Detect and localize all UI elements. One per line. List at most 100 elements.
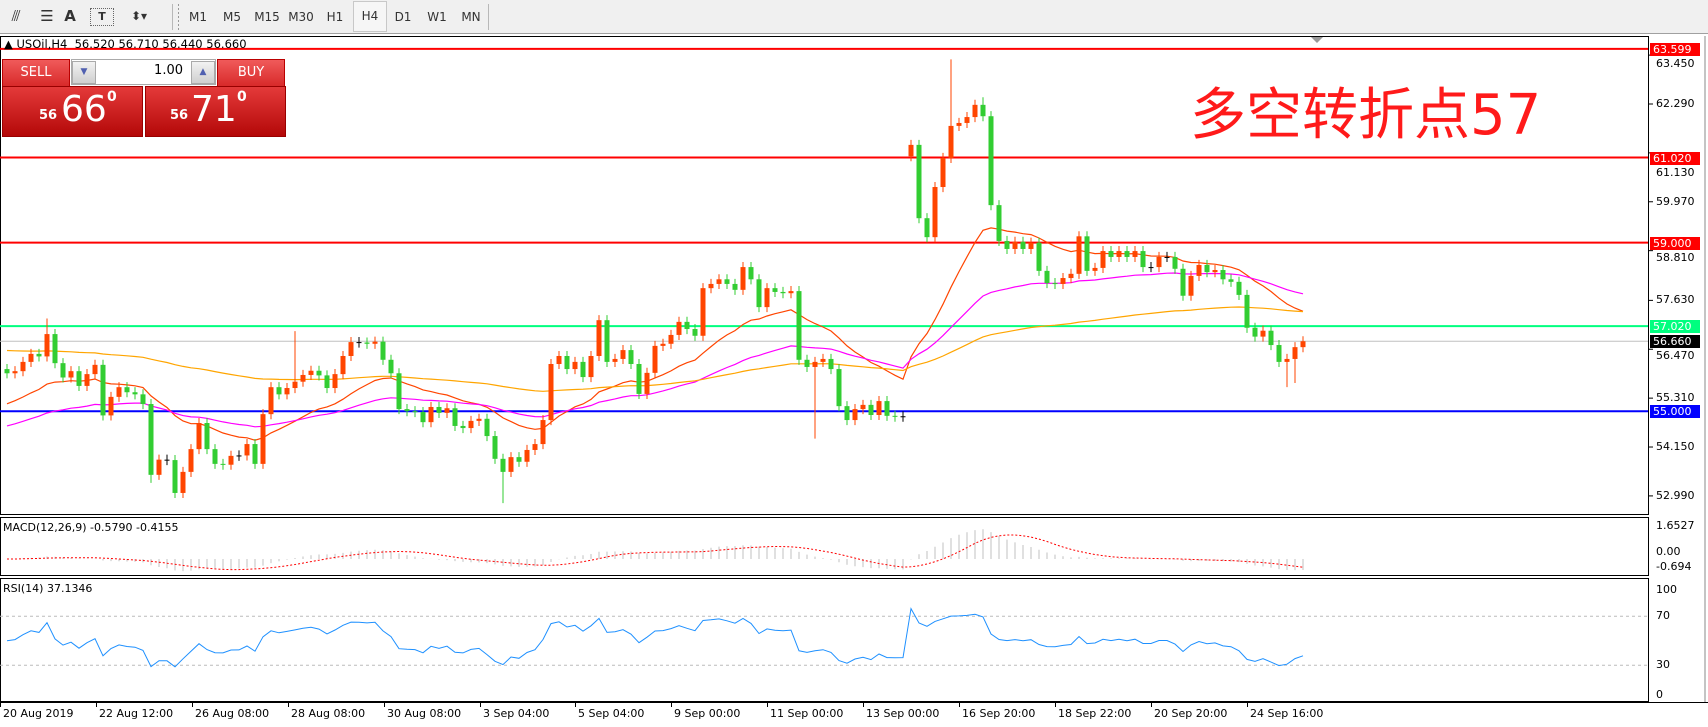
price-axis-label: 56.470 [1656,349,1695,363]
candle [820,353,826,367]
candle [20,356,26,377]
candle-body [452,408,458,426]
rsi-line [6,607,1304,668]
candle-body [292,381,298,389]
candle-body [108,396,114,416]
buy-price-prefix: 56 [170,108,189,123]
candle-body [708,283,714,289]
candle [732,278,738,295]
ma-mid-line [6,272,1304,428]
candle-body [1108,251,1114,257]
candle [940,152,946,193]
candle [84,369,90,391]
sell-button[interactable]: SELL [2,59,70,87]
candle-body [588,355,594,378]
sell-price-box[interactable]: 56 66 0 [2,86,143,137]
candle-body [1148,267,1154,269]
candle-body [1036,242,1042,271]
price-axis-label: 62.290 [1656,97,1695,110]
candle-body [156,459,162,475]
candle-body [68,371,74,378]
candle [1228,274,1234,287]
candle-body [300,374,306,382]
candle [644,367,650,399]
candle-body [1260,330,1266,337]
candle-body [1252,327,1258,337]
timeframe-mn[interactable]: MN [461,10,481,24]
text-icon[interactable]: A [64,7,76,25]
timeframe-m5[interactable]: M5 [223,10,241,24]
candle [660,338,666,351]
candle [1220,264,1226,285]
candle [740,262,746,295]
candle [1284,353,1290,388]
candle-body [1124,251,1130,257]
candle [1044,265,1050,289]
candle-body [908,144,914,157]
candle [444,403,450,418]
candle-body [1132,251,1138,257]
candle [620,345,626,365]
toolbar-grip[interactable] [178,4,179,30]
rsi-label: RSI(14) 37.1346 [3,582,93,595]
candle-body [1100,251,1106,268]
timeframe-m1[interactable]: M1 [189,10,207,24]
buy-price-box[interactable]: 56 71 0 [145,86,286,137]
candle [612,353,618,367]
candle-body [188,449,194,472]
buy-button[interactable]: BUY [217,59,285,87]
lot-size-value[interactable]: 1.00 [154,63,183,78]
candle-body [1180,268,1186,296]
collapse-triangle-icon[interactable]: ▲ [4,37,17,51]
candle-body [1196,264,1202,276]
candle [92,359,98,380]
candle-body [1244,294,1250,328]
candle-body [324,375,330,389]
candle [996,200,1002,247]
candle-body [956,122,962,126]
candle [284,382,290,400]
time-axis-label: 9 Sep 00:00 [674,707,741,720]
candle [1180,263,1186,301]
candle-body [92,364,98,375]
timeframe-m30[interactable]: M30 [288,10,314,24]
candle [52,329,58,369]
candle-body [924,218,930,238]
candle [868,399,874,421]
timeframe-h4[interactable]: H4 [353,1,387,32]
candle [1164,251,1170,263]
price-axis-label: 61.130 [1656,165,1695,179]
lot-decrease-button[interactable]: ▼ [72,61,96,84]
candle [236,450,242,461]
lot-increase-button[interactable]: ▲ [191,61,215,84]
candle-body [124,387,130,393]
timeframe-m15[interactable]: M15 [254,10,280,24]
candle [1236,276,1242,300]
candle-body [12,371,18,374]
candle [100,359,106,421]
candle-body [604,320,610,362]
timeframe-d1[interactable]: D1 [394,10,412,24]
arrows-dropdown-icon[interactable]: ⬍▾ [130,9,148,23]
candle [932,181,938,243]
price-axis-label: 58.810 [1656,250,1695,264]
lot-size-field[interactable]: ▼ 1.00 ▲ [71,59,216,85]
candle-body [964,117,970,123]
candle-body [1084,236,1090,271]
candle [1028,237,1034,255]
one-click-trading-panel: SELL ▼ 1.00 ▲ BUY 56 66 0 56 71 0 [2,59,286,137]
candle-body [276,387,282,395]
candle-body [100,364,106,416]
timeframe-h1[interactable]: H1 [326,10,344,24]
timeframe-w1[interactable]: W1 [427,10,447,24]
candle-body [820,358,826,362]
fibonacci-fan-icon[interactable]: ⫻ [11,7,21,25]
candle [764,283,770,313]
candle [1260,325,1266,342]
sell-price-fraction: 0 [107,89,117,105]
candle-body [796,291,802,360]
candle-body [772,288,778,292]
text-label-icon[interactable]: T [90,8,114,26]
grid-lines-icon[interactable]: ☰ [40,7,53,25]
